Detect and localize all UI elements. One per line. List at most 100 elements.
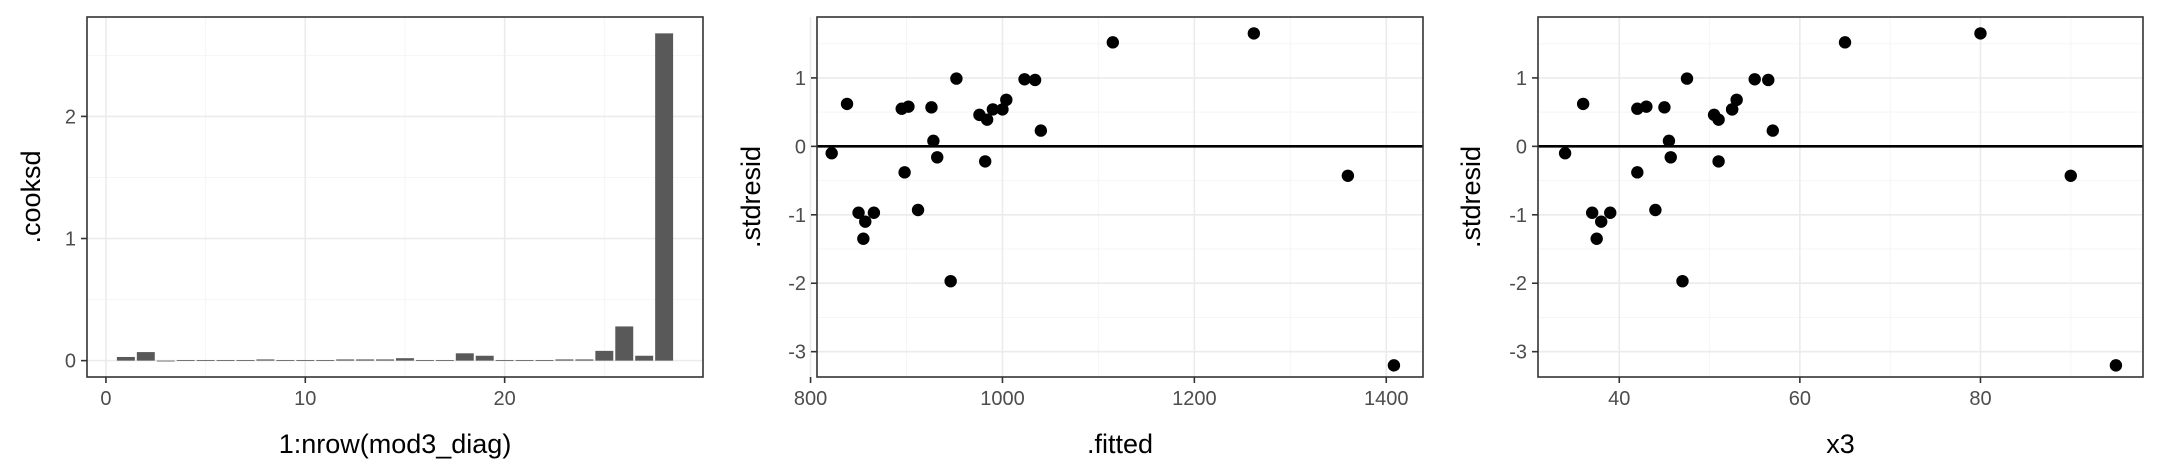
bar	[635, 355, 654, 361]
stdresid-fitted-panel: 800 1000 1200 1400 -3 -2 -1 0 1 .fitted .stdresi…	[736, 16, 1424, 459]
x-tick-label: 80	[1969, 388, 1991, 410]
point	[996, 103, 1009, 116]
y-tick-label: -2	[1509, 273, 1527, 295]
tick-layer: 40 60 80 -3 -2 -1 0 1	[1509, 68, 1991, 410]
point	[867, 206, 881, 219]
x-tick-label: 40	[1608, 388, 1630, 410]
point	[840, 97, 854, 111]
y-tick-label: -2	[788, 273, 806, 295]
point	[825, 146, 838, 160]
bar	[376, 359, 395, 361]
panel-background	[87, 17, 703, 377]
panel-background	[817, 17, 1423, 377]
bar	[196, 360, 215, 361]
point	[1662, 134, 1676, 148]
y-axis-title: .stdresid	[1456, 146, 1486, 248]
point	[1631, 166, 1644, 179]
point	[1028, 73, 1042, 87]
grid-layer	[1538, 17, 2143, 377]
y-tick-label: 0	[1516, 136, 1527, 158]
bar	[495, 360, 514, 361]
x-tick-label: 60	[1789, 388, 1811, 410]
point	[857, 232, 870, 245]
point	[1585, 206, 1599, 219]
point	[1748, 73, 1761, 86]
point	[1664, 151, 1677, 164]
point	[1595, 215, 1608, 228]
tick-layer: 0 10 20 0 1 2	[65, 106, 516, 410]
x-tick-label: 1200	[1172, 388, 1217, 410]
x-tick-label: 10	[294, 388, 316, 410]
cooksd-bar-panel: 0 10 20 0 1 2 1:nrow(mod3_diag) .cooksd	[16, 16, 704, 459]
y-tick-label: 1	[1516, 68, 1527, 90]
bar	[455, 353, 474, 361]
point	[1838, 36, 1852, 49]
point	[1680, 72, 1694, 85]
point	[859, 215, 872, 228]
point	[1341, 169, 1355, 182]
point	[944, 274, 957, 288]
point	[1387, 359, 1401, 372]
bar	[316, 360, 335, 361]
y-tick-label: -1	[788, 205, 806, 227]
x-tick-label: 1000	[980, 388, 1025, 410]
point	[925, 101, 938, 114]
point	[1106, 36, 1120, 49]
point	[1649, 203, 1662, 217]
point	[1730, 93, 1743, 107]
bar	[116, 356, 135, 361]
bar	[575, 359, 594, 361]
y-tick-label: -1	[1509, 205, 1527, 227]
point	[1018, 73, 1031, 86]
point	[950, 72, 963, 85]
bar	[216, 360, 235, 361]
y-tick-label: 1	[65, 229, 76, 251]
point	[1590, 232, 1603, 245]
x-tick-label: 1400	[1364, 388, 1409, 410]
bar	[176, 360, 195, 361]
point	[1247, 27, 1261, 40]
y-tick-label: 1	[795, 68, 806, 90]
bar	[435, 360, 454, 361]
point	[902, 100, 915, 113]
point	[1725, 103, 1739, 116]
bar	[595, 350, 614, 361]
x-tick-label: 800	[794, 388, 827, 410]
point	[1000, 93, 1013, 107]
point	[986, 103, 1000, 116]
bar	[395, 358, 414, 361]
panel-border	[816, 16, 1424, 378]
point	[931, 151, 944, 164]
point	[1658, 101, 1671, 114]
point	[1974, 27, 1987, 40]
x-tick-label: 20	[494, 388, 516, 410]
x-axis-title: 1:nrow(mod3_diag)	[279, 429, 512, 459]
point	[927, 134, 940, 148]
bar	[655, 33, 674, 361]
point	[1640, 100, 1653, 113]
marks-layer	[1537, 16, 2144, 378]
x-axis-title: .fitted	[1087, 429, 1153, 459]
point	[2109, 359, 2123, 372]
bar	[256, 359, 275, 361]
point	[1604, 206, 1617, 219]
panel-border	[86, 16, 704, 378]
bar	[555, 359, 574, 361]
marks-layer	[816, 16, 1424, 378]
point	[1712, 113, 1725, 126]
y-tick-label: 2	[65, 106, 76, 128]
y-axis-title: .cooksd	[16, 150, 46, 243]
point	[1766, 124, 1779, 137]
point	[1576, 97, 1590, 111]
grid-layer	[809, 17, 1423, 377]
point	[978, 155, 992, 168]
bar	[156, 360, 175, 362]
point	[1558, 146, 1572, 160]
bar	[535, 360, 554, 361]
y-tick-label: -3	[1509, 342, 1527, 364]
stdresid-x3-panel: 40 60 80 -3 -2 -1 0 1 x3 .stdresid	[1456, 16, 2144, 459]
tick-layer: 800 1000 1200 1400 -3 -2 -1 0 1	[788, 68, 1408, 410]
point	[911, 203, 925, 217]
x-axis-title: x3	[1826, 429, 1855, 459]
